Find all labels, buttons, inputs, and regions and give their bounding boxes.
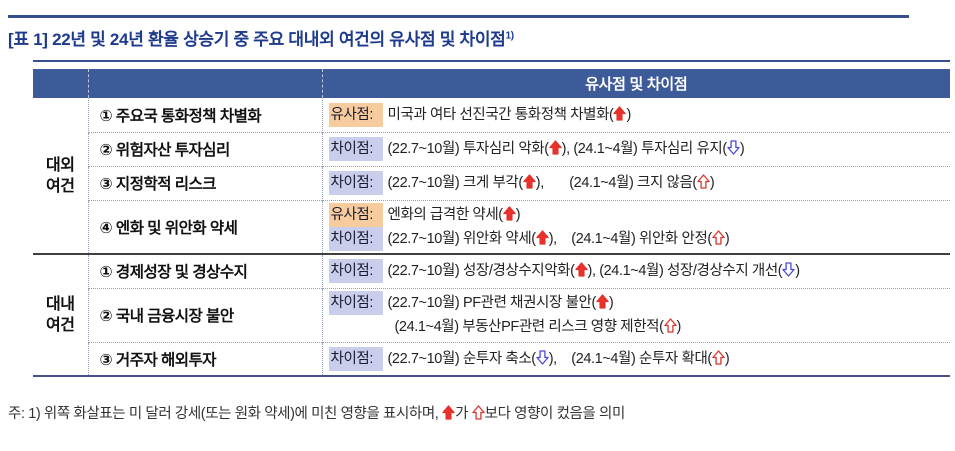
tag-diff: 차이점: [328,291,383,315]
table-row: 대내 여건 ① 경제성장 및 경상수지 차이점: (22.7~10월) 성장/경상수지악… [33,253,951,376]
header-cell-group [33,69,88,98]
content-cell: 차이점: (22.7~10월) 투자심리 악화(), (24.1~4월) 투자심리… [321,131,951,166]
table-row: 대외 여건 ① 주요국 통화정책 차별화 유사점: 미국과 여타 선진국간 통화정책 차… [33,98,951,195]
item-cell: ② 위험자산 투자심리 [87,131,322,166]
content-line: 차이점: (22.7~10월) 투자심리 악화(), (24.1~4월) 투자심리… [328,137,951,161]
tag-diff: 차이점: [328,226,383,251]
header-row: 유사점 및 차이점 [33,69,950,98]
title-top-rule [8,15,909,18]
up-arrow-hollow-icon [712,230,725,247]
up-arrow-hollow-icon [712,350,725,367]
page-title-text: [표 1] 22년 및 24년 환율 상승기 중 주요 대내외 여건의 유사점 … [8,30,506,49]
group-cell: 대외 여건 [46,156,75,195]
footnote: 주: 1) 위쪽 화살표는 미 달러 강세(또는 원화 약세)에 미친 영향을 … [8,405,625,422]
tag-similar: 유사점: [328,102,383,127]
table-row: ④ 엔화 및 위안화 약세 유사점: 엔화의 급격한 약세() 차이점: (22.7~1… [33,199,951,254]
tag-diff: 차이점: [328,346,383,371]
content-cell: 차이점: (22.7~10월) 성장/경상수지악화(), (24.1~4월) 성장… [321,253,951,288]
content-text: 엔화의 급격한 약세() [387,206,521,223]
tag-diff: 차이점: [328,171,383,195]
tag-similar: 유사점: [328,202,383,227]
up-arrow-filled-icon [574,262,588,279]
content-text: (22.7~10월) 크게 부각(), (24.1~4월) 크지 않음() [387,174,715,191]
up-arrow-filled-icon [535,230,549,247]
content-cell: 유사점: 엔화의 급격한 약세() 차이점: (22.7~10월) 위안화 약세(),… [321,199,951,254]
content-text: (22.7~10월) 투자심리 악화(), (24.1~4월) 투자심리 유지(… [387,140,745,157]
up-arrow-filled-icon [442,405,455,422]
content-line: 차이점: (22.7~10월) 성장/경상수지악화(), (24.1~4월) 성장… [328,259,951,284]
content-line: 차이점: (22.7~10월) 순투자 축소(), (24.1~4월) 순투자 확… [328,346,951,371]
up-arrow-hollow-icon [471,405,485,422]
up-arrow-hollow-icon [697,174,710,191]
content-cell: 차이점: (22.7~10월) 크게 부각(), (24.1~4월) 크지 않음(… [321,165,951,200]
down-arrow-hollow-icon [727,140,740,157]
header-cell-item [87,69,322,98]
content-line: 유사점: 미국과 여타 선진국간 통화정책 차별화() [328,102,951,127]
item-cell: ③ 지정학적 리스크 [87,165,322,200]
up-arrow-filled-icon [502,206,516,223]
content-cell: 차이점: (22.7~10월) 순투자 축소(), (24.1~4월) 순투자 확… [321,341,951,376]
content-text: (22.7~10월) PF관련 채권시장 불안() [387,294,614,311]
table-row: ② 위험자산 투자심리 차이점: (22.7~10월) 투자심리 악화(), (24… [33,131,951,166]
down-arrow-hollow-icon [782,262,795,279]
content-text: (22.7~10월) 성장/경상수지악화(), (24.1~4월) 성장/경상수… [387,262,800,280]
content-cell: 차이점: (22.7~10월) PF관련 채권시장 불안() (24.1~4월) 부… [321,287,951,342]
similarities-differences-table: 유사점 및 차이점 대외 여건 ① 주요국 통화정책 차별화 유사점: 미국과 여타 선… [33,69,950,377]
down-arrow-hollow-icon [535,350,549,367]
header-cell-content: 유사점 및 차이점 [321,69,950,98]
table-row: ③ 지정학적 리스크 차이점: (22.7~10월) 크게 부각(), (24.1~… [33,165,951,200]
page-title: [표 1] 22년 및 24년 환율 상승기 중 주요 대내외 여건의 유사점 … [8,25,514,50]
up-arrow-filled-icon [523,174,536,191]
content-line: (24.1~4월) 부동산PF관련 리스크 영향 제한적() [329,315,951,339]
content-line: 유사점: 엔화의 급격한 약세() [328,202,951,227]
up-arrow-filled-icon [596,294,609,311]
comparison-table: 유사점 및 차이점 대외 여건 ① 주요국 통화정책 차별화 유사점: 미국과 여타 선… [33,60,950,377]
content-cell: 유사점: 미국과 여타 선진국간 통화정책 차별화() [321,98,951,132]
tag-diff: 차이점: [328,137,383,161]
up-arrow-hollow-icon [663,318,677,335]
content-text: 미국과 여타 선진국간 통화정책 차별화() [387,106,631,123]
table-row: ② 국내 금융시장 불안 차이점: (22.7~10월) PF관련 채권시장 불안(… [33,287,951,342]
item-cell: ③ 거주자 해외투자 [87,341,322,376]
content-text: (24.1~4월) 부동산PF관련 리스크 영향 제한적() [394,318,681,335]
tag-diff: 차이점: [328,259,383,284]
content-text: (22.7~10월) 위안화 약세(), (24.1~4월) 위안화 안정() [387,230,730,247]
item-cell: ① 주요국 통화정책 차별화 [87,98,322,132]
table-row: ③ 거주자 해외투자 차이점: (22.7~10월) 순투자 축소(), (24.1… [33,341,951,376]
item-cell: ① 경제성장 및 경상수지 [87,253,322,288]
item-cell: ④ 엔화 및 위안화 약세 [87,199,322,254]
content-line: 차이점: (22.7~10월) 크게 부각(), (24.1~4월) 크지 않음(… [328,171,951,195]
group-cell: 대내 여건 [33,253,88,376]
table-top-border [33,60,950,62]
content-text: (22.7~10월) 순투자 축소(), (24.1~4월) 순투자 확대() [387,350,730,367]
title-footnote-ref: 1) [505,30,515,42]
item-cell: ② 국내 금융시장 불안 [87,287,322,342]
content-line: 차이점: (22.7~10월) PF관련 채권시장 불안() [328,291,951,315]
up-arrow-filled-icon [548,140,562,157]
up-arrow-filled-icon [613,106,627,123]
content-line: 차이점: (22.7~10월) 위안화 약세(), (24.1~4월) 위안화 안… [328,226,951,251]
